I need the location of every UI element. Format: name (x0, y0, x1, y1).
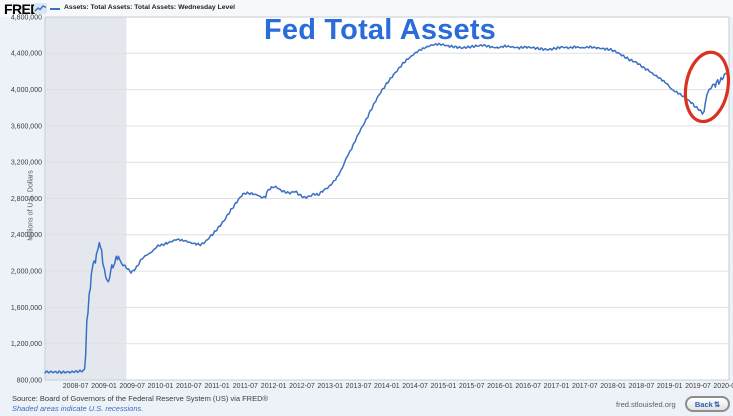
annotation-red-ellipse (683, 50, 731, 124)
x-tick-label: 2019-01 (657, 383, 683, 390)
x-tick-label: 2016-07 (515, 383, 541, 390)
x-tick-label: 2017-07 (572, 383, 598, 390)
y-tick-label: 2,400,000 (11, 232, 42, 239)
x-tick-label: 2013-07 (346, 383, 372, 390)
y-tick-label: 2,800,000 (11, 196, 42, 203)
x-tick-label: 2019-07 (685, 383, 711, 390)
chart-title: Fed Total Assets (263, 14, 497, 46)
x-tick-label: 2008-07 (63, 383, 89, 390)
back-arrows-icon: ⇅ (713, 399, 721, 409)
x-tick-label: 2010-07 (176, 383, 202, 390)
x-tick-label: 2018-07 (629, 383, 655, 390)
y-axis-title: Millions of U.S. Dollars (27, 170, 35, 241)
x-tick-label: 2015-01 (431, 383, 457, 390)
fred-site-link[interactable]: fred.stlouisfed.org (616, 400, 676, 409)
x-tick-label: 2014-07 (402, 383, 428, 390)
y-tick-label: 1,200,000 (11, 341, 42, 348)
x-tick-label: 2017-01 (544, 383, 570, 390)
fred-logo: FRED (4, 1, 40, 17)
fred-logo-chart-icon (34, 3, 47, 14)
x-tick-label: 2020-01 (713, 383, 733, 390)
x-tick-label: 2009-07 (119, 383, 145, 390)
y-tick-label: 4,400,000 (11, 51, 42, 58)
x-tick-label: 2011-01 (204, 383, 229, 390)
legend-line-marker (50, 8, 60, 10)
y-tick-label: 800,000 (17, 377, 42, 384)
x-tick-label: 2011-07 (233, 383, 258, 390)
x-tick-label: 2018-01 (600, 383, 626, 390)
y-tick-label: 3,600,000 (11, 123, 42, 130)
header-strip (0, 0, 733, 17)
x-tick-label: 2012-07 (289, 383, 315, 390)
y-tick-label: 4,800,000 (11, 14, 42, 21)
x-tick-label: 2012-01 (261, 383, 287, 390)
total-assets-line (44, 42, 727, 375)
x-tick-label: 2009-01 (91, 383, 117, 390)
y-tick-label: 1,600,000 (11, 305, 42, 312)
back-button[interactable]: Back ⇅ (685, 396, 730, 412)
x-tick-label: 2015-07 (459, 383, 485, 390)
y-tick-label: 2,000,000 (11, 269, 42, 276)
y-tick-label: 3,200,000 (11, 160, 42, 167)
back-button-label: Back (694, 399, 713, 409)
x-tick-label: 2014-01 (374, 383, 400, 390)
y-tick-label: 4,000,000 (11, 87, 42, 94)
x-tick-label: 2013-01 (317, 383, 343, 390)
plot-border (44, 16, 730, 381)
source-attribution: Source: Board of Governors of the Federa… (12, 394, 269, 403)
x-tick-label: 2016-01 (487, 383, 513, 390)
legend-series-label: Assets: Total Assets: Total Assets: Wedn… (64, 3, 235, 11)
recession-note: Shaded areas indicate U.S. recessions. (12, 403, 144, 413)
x-tick-label: 2010-01 (148, 383, 174, 390)
